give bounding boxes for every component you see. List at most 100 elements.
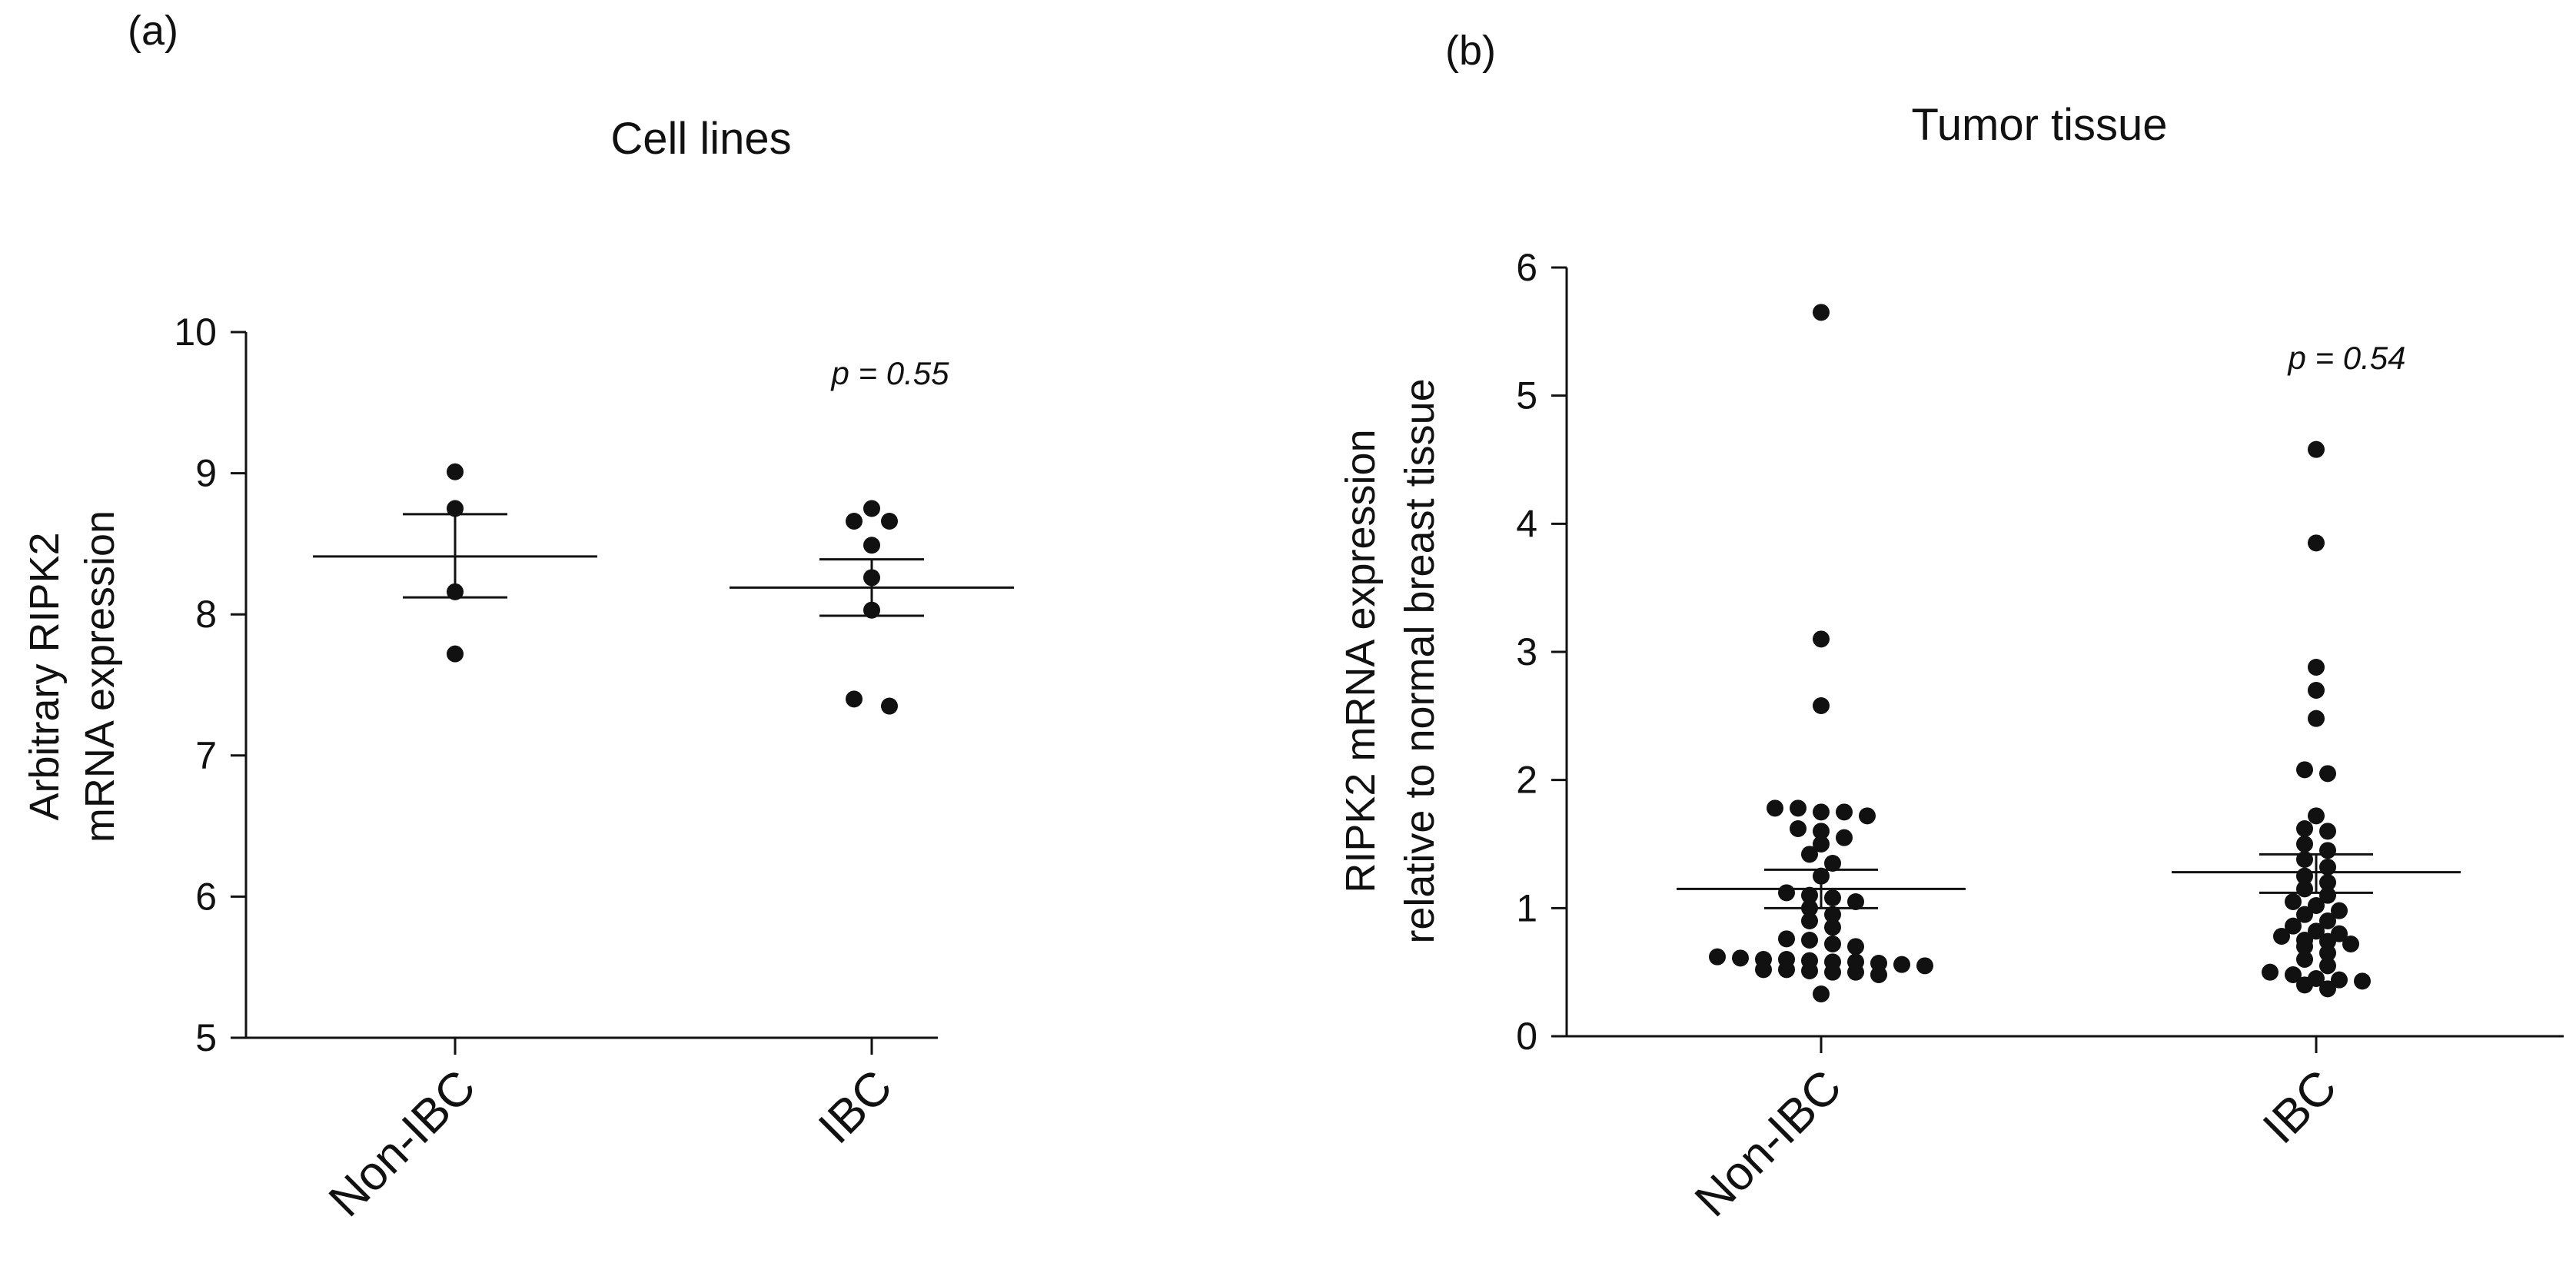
- data-point: [447, 500, 464, 517]
- y-tick-label: 8: [195, 593, 217, 636]
- data-point: [2296, 880, 2313, 898]
- data-point: [2308, 659, 2325, 676]
- data-point: [1824, 936, 1841, 952]
- data-point: [2331, 902, 2348, 919]
- data-point: [2342, 936, 2359, 952]
- data-point: [2308, 710, 2325, 727]
- data-point: [447, 463, 464, 480]
- y-axis-title-line-1: Arbitrary RIPK2: [22, 532, 68, 820]
- data-point: [2319, 765, 2336, 783]
- data-point: [2296, 951, 2313, 968]
- panel-label: (b): [1445, 28, 1496, 74]
- data-point: [1790, 799, 1807, 817]
- data-point: [2285, 893, 2302, 910]
- y-tick-label: 10: [174, 311, 217, 354]
- y-tick-label: 9: [195, 452, 217, 495]
- data-point: [1790, 820, 1807, 837]
- data-point: [1709, 948, 1726, 966]
- data-point: [2308, 534, 2325, 552]
- data-point: [846, 513, 863, 530]
- data-point: [2262, 963, 2279, 981]
- chart-title: Tumor tissue: [1911, 100, 2167, 150]
- data-point: [1824, 889, 1841, 906]
- data-point: [1824, 906, 1841, 923]
- panel-b-tumor-tissue: (b) Tumor tissue RIPK2 mRNA expression r…: [1288, 0, 2575, 1273]
- data-point: [2296, 906, 2313, 923]
- data-point: [1801, 962, 1818, 979]
- data-point: [1732, 949, 1749, 967]
- data-point: [1836, 803, 1853, 821]
- data-point: [881, 697, 898, 715]
- data-point: [2273, 928, 2290, 945]
- data-point: [1801, 886, 1818, 904]
- data-point: [2308, 922, 2325, 940]
- data-point: [1847, 893, 1864, 910]
- data-point: [1813, 836, 1830, 853]
- data-point: [1813, 304, 1830, 321]
- data-point: [2285, 966, 2302, 983]
- data-point: [2296, 820, 2313, 837]
- data-point: [2319, 957, 2336, 975]
- x-category-label: Non-IBC: [319, 1060, 486, 1227]
- data-point: [2296, 938, 2313, 956]
- data-point: [2319, 980, 2336, 998]
- data-point: [2296, 761, 2313, 779]
- data-point: [2319, 823, 2336, 840]
- p-value-label: p = 0.55: [830, 355, 950, 391]
- data-point: [1847, 938, 1864, 956]
- data-point: [1801, 932, 1818, 949]
- data-point: [1755, 961, 1772, 979]
- x-category-label: IBC: [809, 1060, 902, 1154]
- data-point: [1824, 855, 1841, 872]
- data-point: [1847, 963, 1864, 981]
- data-point: [1813, 803, 1830, 821]
- data-point: [1824, 919, 1841, 936]
- data-point: [1813, 630, 1830, 648]
- panel-label: (a): [128, 8, 178, 54]
- y-tick-label: 6: [1516, 246, 1537, 289]
- x-category-label: Non-IBC: [1685, 1060, 1852, 1227]
- panel-a-cell-lines: (a) Cell lines Arbitrary RIPK2 mRNA expr…: [22, 8, 1014, 1227]
- y-tick-label: 5: [195, 1016, 217, 1059]
- data-point: [1813, 823, 1830, 840]
- y-axis-title-line-2: mRNA expression: [77, 510, 123, 843]
- data-point: [1870, 966, 1887, 983]
- data-point: [2319, 886, 2336, 904]
- data-point: [1801, 846, 1818, 863]
- data-point: [447, 645, 464, 663]
- data-point: [881, 513, 898, 530]
- y-tick-label: 0: [1516, 1015, 1537, 1058]
- y-tick-label: 1: [1516, 886, 1537, 929]
- data-point: [2331, 971, 2348, 989]
- data-point: [863, 500, 880, 517]
- data-point: [863, 537, 880, 554]
- y-tick-label: 5: [1516, 374, 1537, 417]
- data-point: [2319, 874, 2336, 891]
- y-tick-label: 3: [1516, 630, 1537, 673]
- data-point: [2285, 917, 2302, 935]
- data-point: [1801, 912, 1818, 929]
- y-tick-label: 6: [195, 875, 217, 918]
- data-point: [2319, 842, 2336, 859]
- data-point: [2296, 836, 2313, 853]
- p-value-label: p = 0.54: [2287, 340, 2406, 376]
- data-point: [2319, 912, 2336, 929]
- data-point: [2308, 807, 2325, 825]
- data-point: [1813, 985, 1830, 1002]
- y-axis-title-line-1: RIPK2 mRNA expression: [1338, 429, 1384, 892]
- data-point: [2308, 897, 2325, 914]
- data-point: [2308, 682, 2325, 699]
- y-tick-label: 4: [1516, 502, 1537, 545]
- data-point: [2319, 944, 2336, 962]
- data-point: [1767, 799, 1783, 817]
- chart-title: Cell lines: [610, 114, 791, 164]
- chart-cell-lines: (a) Cell lines Arbitrary RIPK2 mRNA expr…: [22, 8, 1014, 1227]
- x-category-label: IBC: [2253, 1060, 2347, 1154]
- data-point: [1824, 963, 1841, 981]
- data-point: [1836, 829, 1853, 846]
- data-point: [1778, 884, 1795, 902]
- data-point: [1778, 961, 1795, 979]
- data-point: [846, 690, 863, 708]
- data-point: [1893, 956, 1910, 973]
- data-point: [1813, 697, 1830, 714]
